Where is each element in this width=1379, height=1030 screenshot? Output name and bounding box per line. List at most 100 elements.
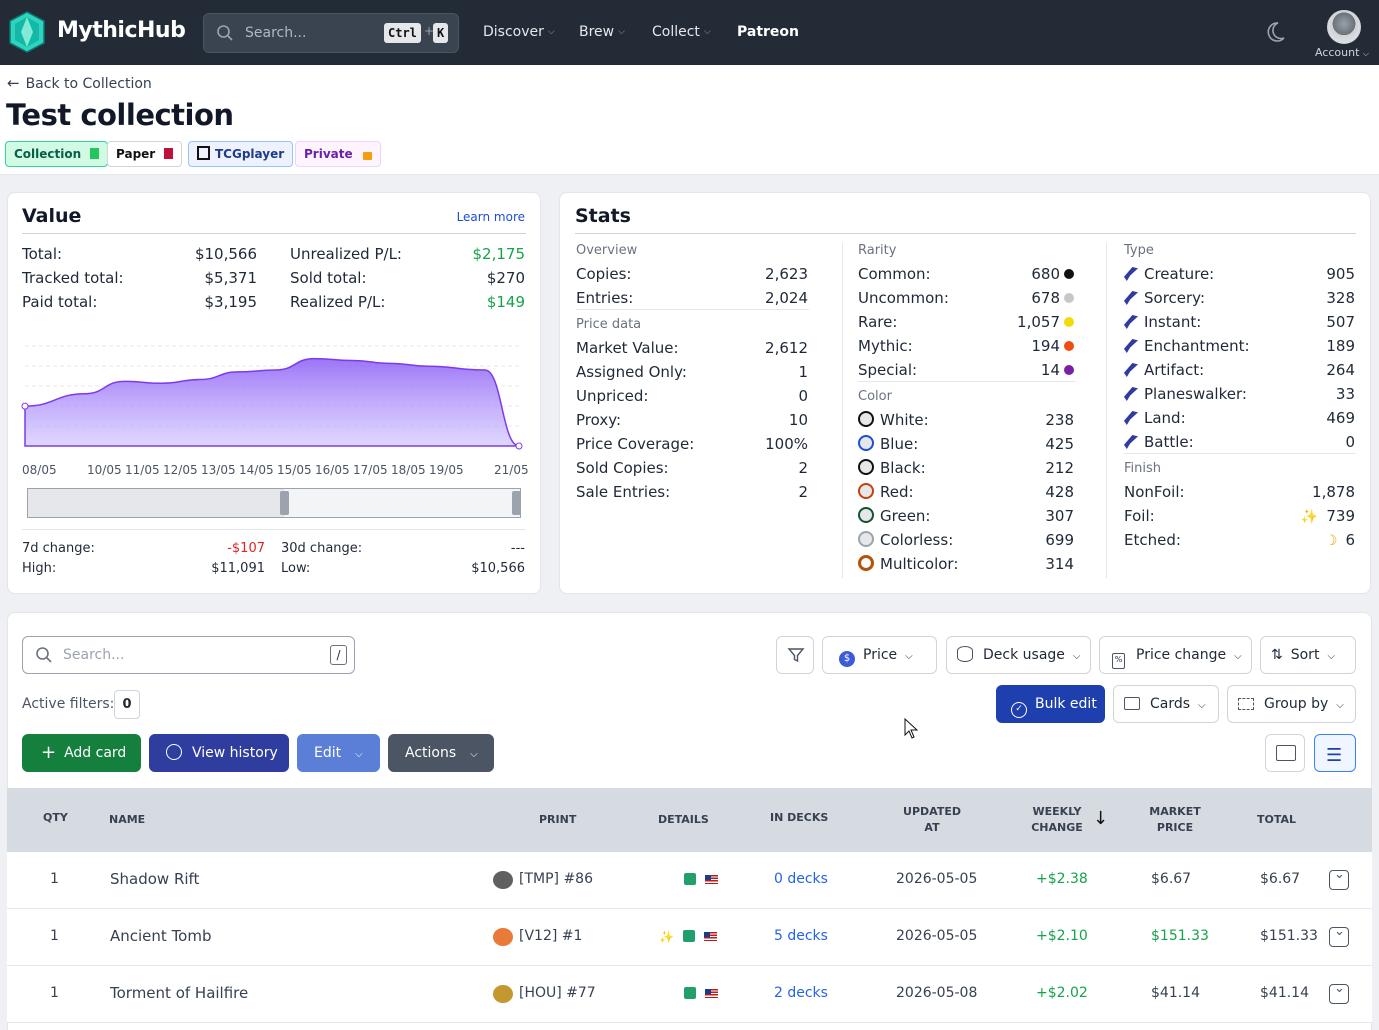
theme-toggle-moon-icon[interactable]	[1263, 20, 1287, 44]
logo-text[interactable]: MythicHub	[57, 18, 186, 43]
col-market-line1: MARKET	[1149, 805, 1201, 818]
sort-desc-arrow-icon[interactable]: ↓	[1093, 808, 1109, 829]
row-total: $41.14	[1260, 985, 1309, 1001]
paid-total-value: $3,195	[204, 293, 258, 311]
stat-label: Multicolor:	[858, 555, 958, 573]
row-expand-button[interactable]: ⌄	[1329, 867, 1349, 890]
stat-value: 905	[1326, 265, 1355, 283]
col-in-decks[interactable]: IN DECKS	[770, 811, 829, 824]
price-change-dropdown[interactable]: % Price change ⌵	[1099, 636, 1252, 674]
stat-label: Creature:	[1124, 265, 1214, 283]
view-history-button[interactable]: View history	[149, 734, 289, 772]
section-title: Color	[858, 389, 892, 404]
card-name-link[interactable]: Ancient Tomb	[110, 927, 212, 945]
nav-patreon[interactable]: Patreon	[737, 24, 800, 40]
row-in-decks-link[interactable]: 0 decks	[774, 871, 828, 887]
filter-button[interactable]	[776, 636, 814, 674]
green-book-icon	[90, 148, 100, 159]
section-title: Overview	[576, 243, 638, 258]
learn-more-link[interactable]: Learn more	[456, 210, 525, 224]
stat-value: 2,612	[765, 339, 808, 357]
row-expand-button[interactable]: ⌄	[1329, 924, 1349, 947]
mythichub-logo-icon[interactable]	[8, 11, 46, 53]
back-to-collection-link[interactable]: ← Back to Collection	[7, 74, 152, 92]
range-handle-left[interactable]	[280, 491, 289, 515]
actions-label: Actions	[405, 745, 457, 761]
chevron-down-icon: ⌄	[1334, 924, 1345, 939]
stat-value: 189	[1326, 337, 1355, 355]
stat-label-text: Mythic:	[858, 337, 913, 355]
card-name-link[interactable]: Shadow Rift	[110, 870, 200, 888]
nav-discover[interactable]: Discover ⌵	[483, 24, 555, 40]
deck-usage-dropdown[interactable]: Deck usage ⌵	[946, 636, 1091, 674]
sort-dropdown[interactable]: ⇅ Sort ⌵	[1260, 636, 1356, 674]
avatar[interactable]	[1327, 10, 1361, 44]
price-dropdown[interactable]: $ Price ⌵	[822, 636, 937, 674]
value-card: Value Learn more Total: $10,566 Tracked …	[7, 192, 541, 594]
range-navigator[interactable]	[27, 488, 521, 518]
collection-search-input[interactable]: Search... /	[22, 636, 355, 674]
tracked-total-value: $5,371	[204, 269, 258, 287]
stat-value: 238	[1045, 411, 1074, 429]
tag-private[interactable]: Private	[295, 141, 381, 167]
bulk-edit-button[interactable]: ✓ Bulk edit	[996, 685, 1105, 723]
row-expand-button[interactable]: ⌄	[1329, 981, 1349, 1004]
value-chart[interactable]	[18, 328, 533, 468]
card-name-link[interactable]: Torment of Hailfire	[110, 984, 249, 1002]
row-print[interactable]: [TMP] #86	[519, 871, 593, 887]
col-total[interactable]: TOTAL	[1257, 813, 1297, 826]
col-qty[interactable]: QTY	[43, 811, 68, 824]
stat-value: 469	[1326, 409, 1355, 427]
range-handle-right[interactable]	[512, 491, 521, 515]
stat-value: ✨ 739	[1301, 507, 1355, 525]
image-view-button[interactable]	[1265, 734, 1305, 772]
stat-value: 425	[1045, 435, 1074, 453]
row-in-decks-link[interactable]: 5 decks	[774, 928, 828, 944]
group-by-dropdown[interactable]: Group by ⌵	[1227, 685, 1356, 723]
row-print[interactable]: [HOU] #77	[519, 985, 596, 1001]
table-row[interactable]: 1 Ancient Tomb [V12] #1 ✨ 5 decks 2026-05-05 +…	[7, 909, 1372, 966]
col-weekly-change[interactable]: WEEKLY CHANGE	[1027, 804, 1087, 836]
actions-dropdown[interactable]: Actions ⌵	[388, 734, 494, 772]
group-icon	[1238, 698, 1254, 710]
stat-value-text: 264	[1326, 361, 1355, 379]
cards-view-dropdown[interactable]: Cards ⌵	[1113, 685, 1219, 723]
arrow-left-icon: ←	[7, 74, 20, 92]
chevron-down-icon: ⌵	[1198, 700, 1206, 711]
col-print[interactable]: PRINT	[539, 813, 577, 826]
sold-total-value: $270	[486, 269, 525, 287]
global-search-input[interactable]: Search... Ctrl + K	[203, 13, 459, 53]
row-print[interactable]: [V12] #1	[519, 928, 583, 944]
stat-value-text: 2	[798, 483, 808, 501]
tag-tcgplayer[interactable]: TCGplayer	[188, 141, 294, 167]
edit-dropdown[interactable]: Edit ⌵	[297, 734, 380, 772]
stat-value: 2	[798, 459, 808, 477]
stat-value-text: 2,623	[765, 265, 808, 283]
table-row[interactable]: 1 Torment of Hailfire [HOU] #77 2 decks 2026…	[7, 966, 1372, 1023]
nav-brew[interactable]: Brew ⌵	[579, 24, 625, 40]
table-row[interactable]: 1 Shadow Rift [TMP] #86 0 decks 2026-05-05 +$…	[7, 852, 1372, 909]
row-in-decks-link[interactable]: 2 decks	[774, 985, 828, 1001]
col-market-price[interactable]: MARKET PRICE	[1145, 804, 1205, 836]
stat-value: 1,878	[1312, 483, 1355, 501]
stat-value-text: 699	[1045, 531, 1074, 549]
stat-label-text: Foil:	[1124, 507, 1155, 525]
add-card-button[interactable]: + Add card	[22, 734, 141, 772]
x-tick-label: 13/05	[201, 463, 236, 477]
nav-collect[interactable]: Collect ⌵	[652, 24, 711, 40]
account-menu[interactable]: Account ⌵	[1315, 46, 1369, 59]
chevron-down-icon: ⌵	[470, 749, 478, 760]
x-tick-label: 21/05	[494, 463, 529, 477]
list-view-button[interactable]: ☰	[1314, 734, 1356, 772]
tag-collection[interactable]: Collection	[5, 141, 109, 167]
stat-label-text: Copies:	[576, 265, 632, 283]
search-icon	[217, 25, 233, 41]
col-updated-at[interactable]: UPDATED AT	[902, 804, 962, 836]
stat-value-text: 507	[1326, 313, 1355, 331]
x-tick-label: 15/05	[277, 463, 312, 477]
col-name[interactable]: NAME	[109, 813, 146, 826]
stat-value-text: 10	[788, 411, 808, 429]
list-icon: ☰	[1326, 745, 1343, 766]
stat-value: 428	[1045, 483, 1074, 501]
tag-paper[interactable]: Paper	[107, 141, 183, 167]
